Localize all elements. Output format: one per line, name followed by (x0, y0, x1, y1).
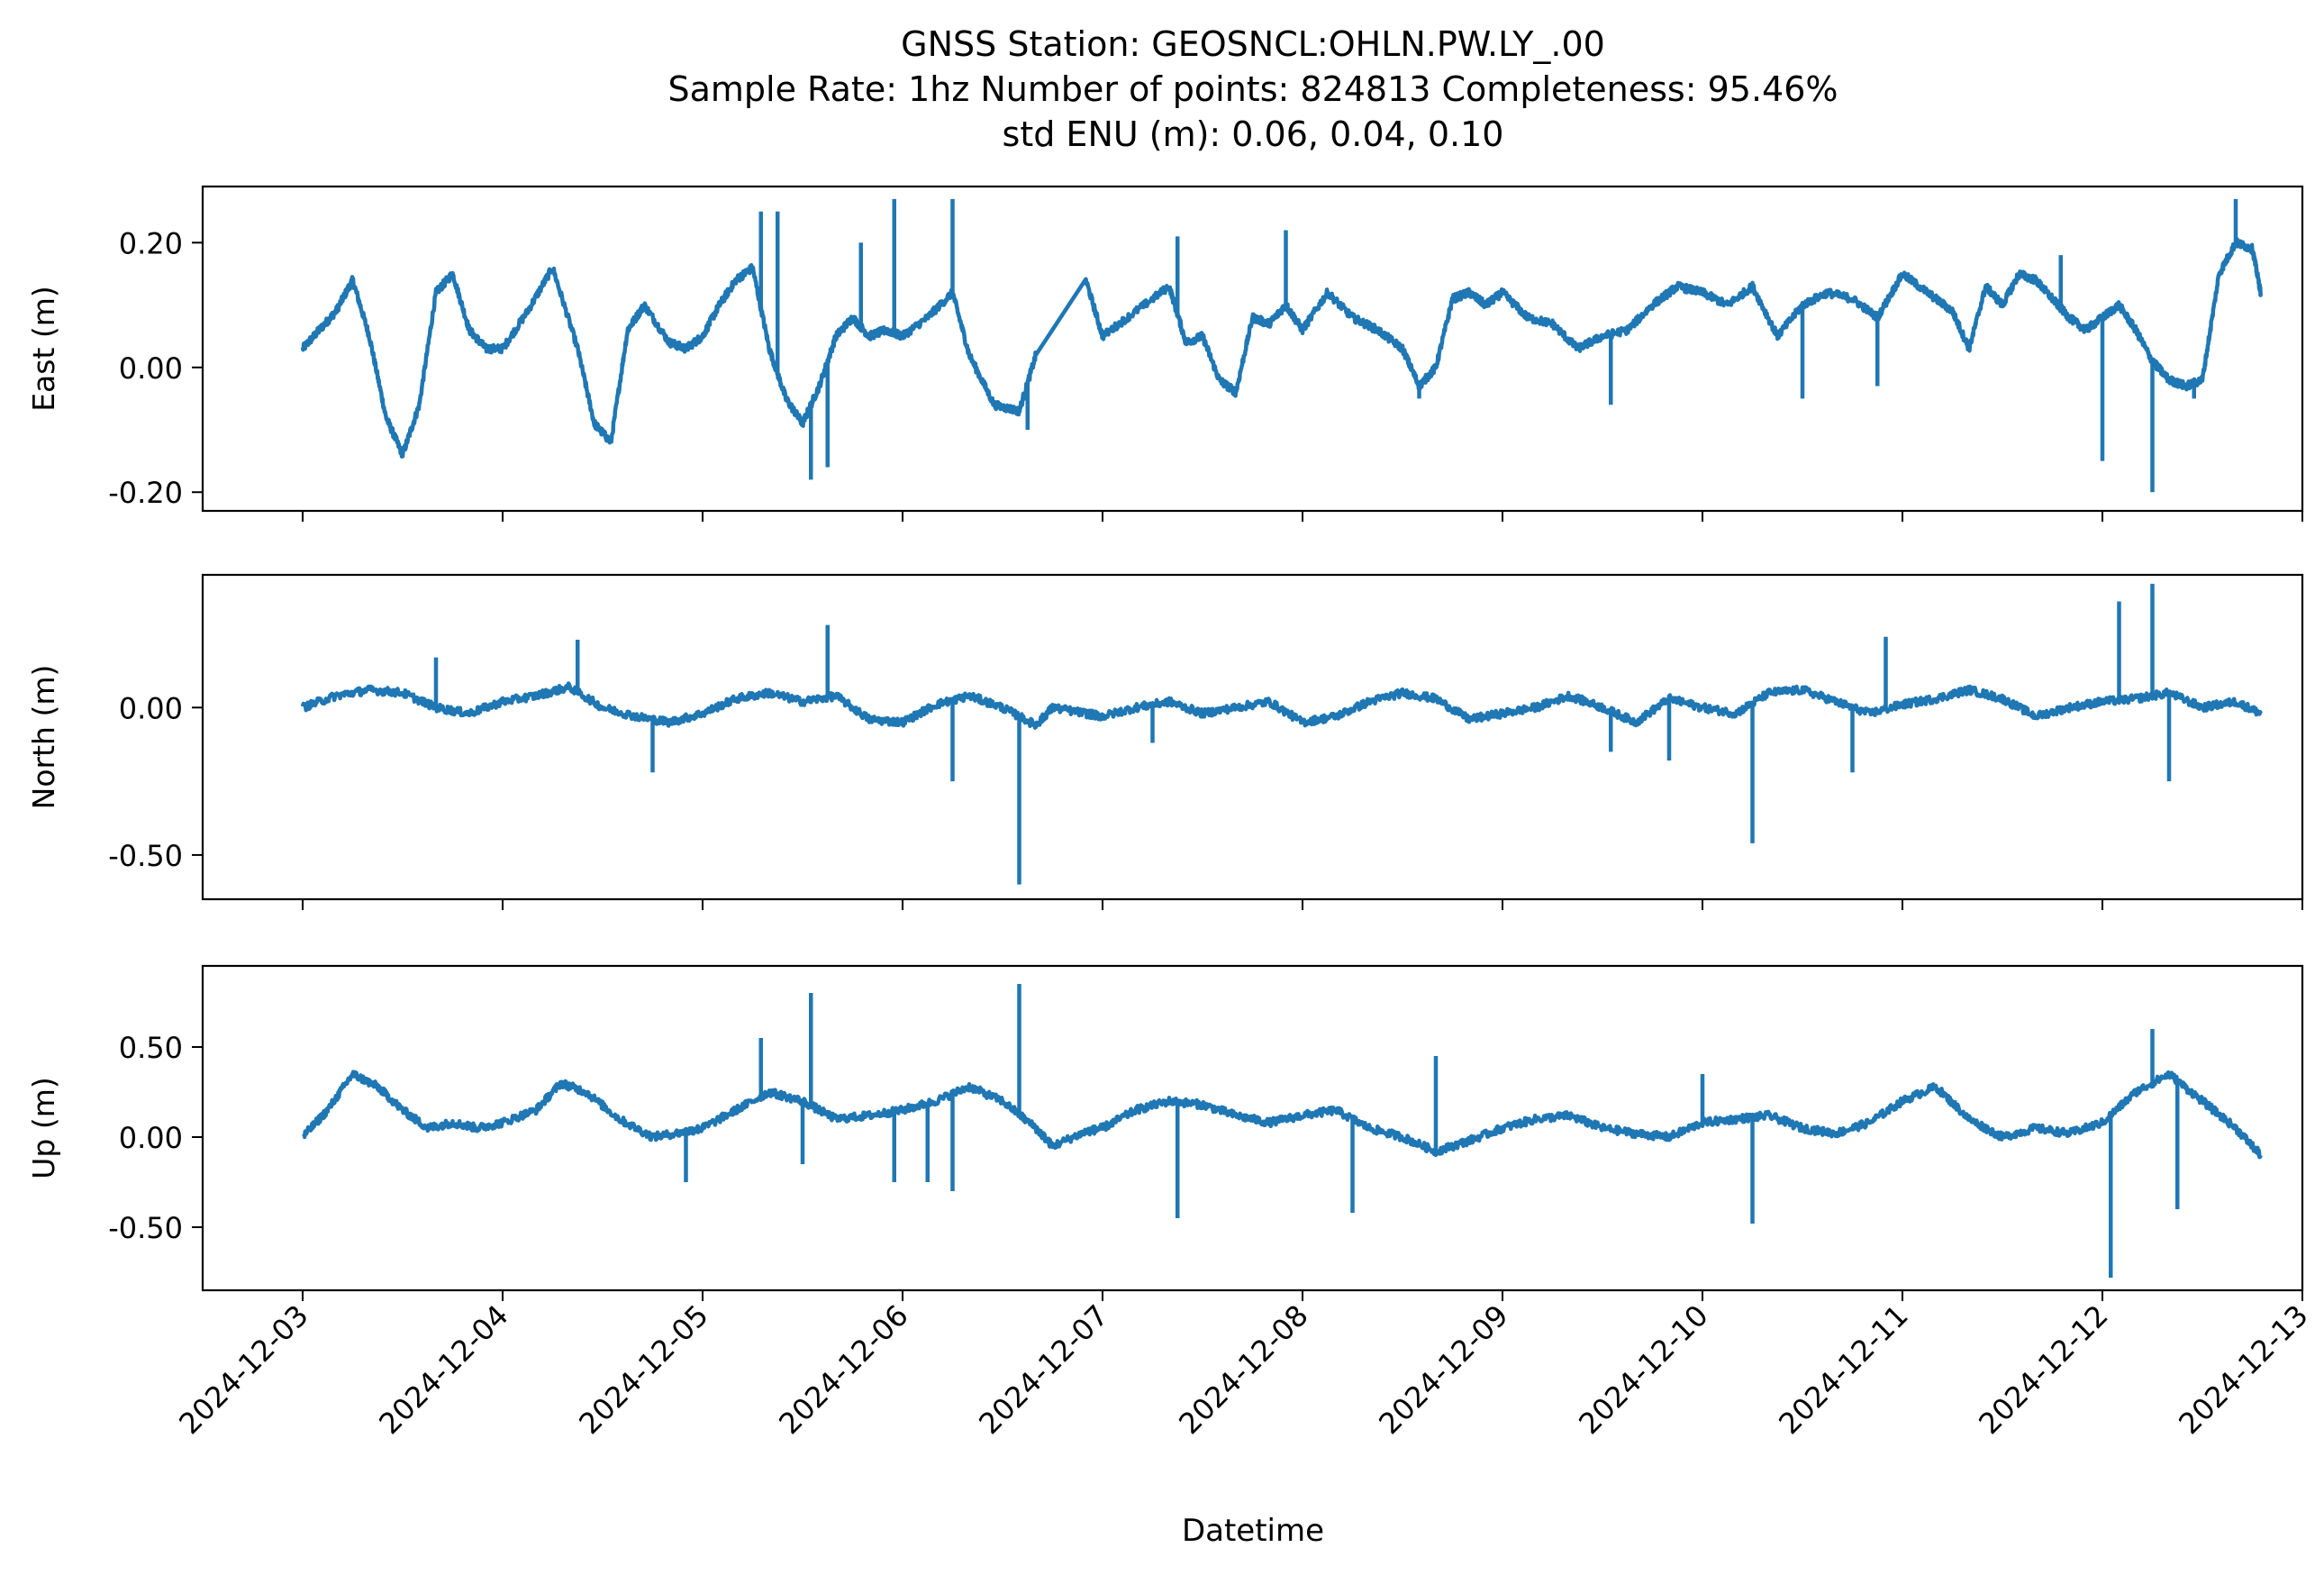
y-axis-label-east: East (m) (26, 286, 61, 412)
axes-frame-up (201, 964, 2304, 1292)
chart-title-line1: GNSS Station: GEOSNCL:OHLN.PW.LY_.00 (901, 24, 1605, 64)
panel-north: 0.00 -0.50 North (m) (26, 573, 2304, 910)
y-axis-label-north: North (m) (26, 665, 61, 810)
y-tick-label: 0.50 (119, 1031, 183, 1065)
panel-east: 0.20 0.00 -0.20 East (m) (26, 185, 2304, 522)
y-axis-label-up: Up (m) (26, 1077, 61, 1179)
series-line-north (300, 681, 2263, 730)
series-line-east (300, 237, 2264, 459)
y-tick-label: 0.00 (119, 351, 183, 386)
x-axis-label: Datetime (1182, 1513, 1324, 1549)
axes-frame-north (201, 573, 2304, 901)
y-tick-label: -0.20 (108, 476, 183, 510)
chart-title-line3: std ENU (m): 0.06, 0.04, 0.10 (1003, 114, 1504, 154)
x-tick-label: 2024-12-06 (772, 1298, 914, 1441)
x-tick-label: 2024-12-05 (572, 1298, 714, 1441)
axes-frame-east (201, 185, 2304, 513)
x-tick-label: 2024-12-11 (1772, 1298, 1914, 1441)
y-tick-label: -0.50 (108, 839, 183, 873)
x-tick-label: 2024-12-10 (1572, 1298, 1714, 1441)
y-tick-label: -0.50 (108, 1211, 183, 1245)
x-tick-label: 2024-12-12 (1972, 1298, 2114, 1441)
chart-title-line2: Sample Rate: 1hz Number of points: 82481… (668, 69, 1838, 109)
y-tick-label: 0.00 (119, 1121, 183, 1155)
panel-up: 0.50 0.00 -0.50 Up (m) 2024-12-03 2024-12-04 2… (26, 964, 2315, 1441)
x-tick-label: 2024-12-07 (972, 1298, 1114, 1441)
y-tick-label: 0.20 (119, 226, 183, 260)
x-tick-label: 2024-12-03 (172, 1298, 314, 1441)
series-line-up (301, 1070, 2263, 1160)
x-tick-label: 2024-12-08 (1172, 1298, 1314, 1441)
y-tick-label: 0.00 (119, 691, 183, 725)
x-tick-label: 2024-12-09 (1372, 1298, 1514, 1441)
x-tick-label: 2024-12-04 (372, 1298, 514, 1441)
x-tick-label: 2024-12-13 (2172, 1298, 2314, 1441)
